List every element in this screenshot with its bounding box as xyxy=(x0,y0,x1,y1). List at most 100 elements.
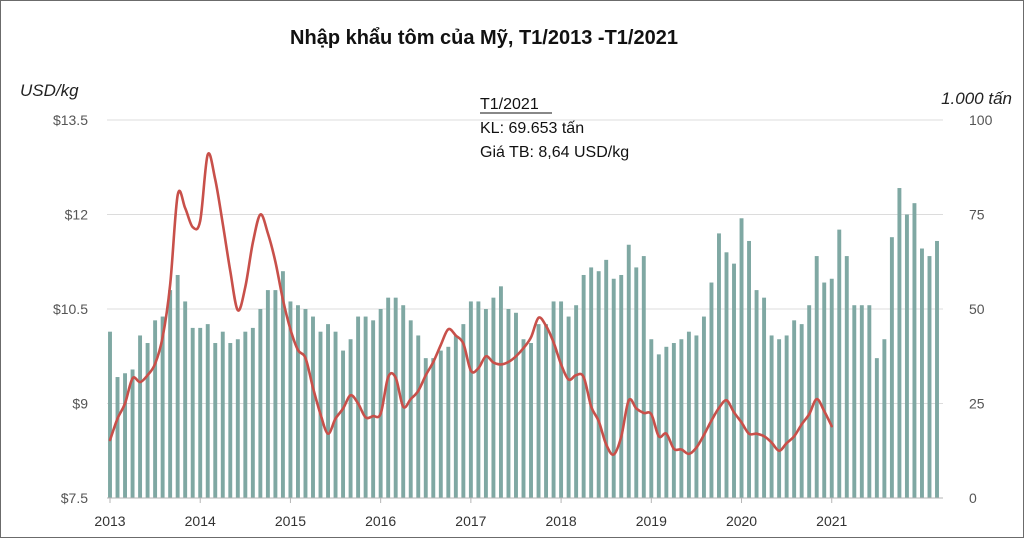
x-tick-label: 2021 xyxy=(816,513,847,529)
volume-bar xyxy=(882,339,887,498)
volume-bar xyxy=(183,301,188,498)
x-axis-ticks: 2013 2014 2015 2016 2017 2018 2019 2020 2021 xyxy=(94,498,848,529)
volume-bar xyxy=(777,339,782,498)
volume-bar xyxy=(641,256,646,498)
volume-bar xyxy=(213,343,218,498)
x-tick-label: 2017 xyxy=(455,513,486,529)
volume-bar xyxy=(393,297,398,498)
volume-bar xyxy=(844,256,849,498)
volume-bars xyxy=(108,188,939,499)
volume-bar xyxy=(326,324,330,498)
volume-bar xyxy=(619,274,624,498)
volume-bar xyxy=(747,240,752,498)
x-tick-label: 2016 xyxy=(365,513,396,529)
volume-bar xyxy=(160,316,165,498)
volume-bar xyxy=(829,278,834,498)
volume-bar xyxy=(814,256,819,498)
volume-bar xyxy=(401,305,406,498)
volume-bar xyxy=(859,305,864,498)
volume-bar xyxy=(874,358,879,498)
volume-bar xyxy=(190,327,195,498)
volume-bar xyxy=(416,335,421,498)
volume-bar xyxy=(243,331,248,498)
volume-bar xyxy=(220,331,225,498)
volume-bar xyxy=(408,320,413,498)
volume-bar xyxy=(837,229,842,498)
volume-bar xyxy=(371,320,376,498)
volume-bar xyxy=(273,290,278,498)
volume-bar xyxy=(506,309,511,498)
volume-bar xyxy=(927,256,932,498)
annotation-price: Giá TB: 8,64 USD/kg xyxy=(480,144,629,161)
volume-bar xyxy=(446,346,451,498)
volume-bar xyxy=(852,305,857,498)
volume-bar xyxy=(551,301,556,498)
volume-bar xyxy=(912,203,917,498)
x-tick-label: 2015 xyxy=(275,513,306,529)
volume-bar xyxy=(498,286,503,498)
volume-bar xyxy=(295,305,300,498)
volume-bar xyxy=(574,305,579,498)
volume-bar xyxy=(935,240,939,498)
volume-bar xyxy=(656,354,661,498)
volume-bar xyxy=(341,350,346,498)
volume-bar xyxy=(453,335,458,498)
right-axis-unit: 1.000 tấn xyxy=(941,89,1012,108)
volume-bar xyxy=(265,290,270,498)
volume-bar xyxy=(108,331,112,498)
volume-bar xyxy=(904,214,909,498)
volume-bar xyxy=(356,316,361,498)
volume-bar xyxy=(521,339,526,498)
volume-bar xyxy=(280,271,285,498)
annotation-volume: KL: 69.653 tấn xyxy=(480,120,584,137)
left-tick-label: $12 xyxy=(65,207,89,223)
volume-bar xyxy=(423,358,428,498)
volume-bar xyxy=(694,335,699,498)
volume-bar xyxy=(258,309,263,498)
volume-bar xyxy=(822,282,827,498)
volume-bar xyxy=(250,327,255,498)
right-tick-label: 50 xyxy=(969,301,985,317)
x-tick-label: 2018 xyxy=(546,513,577,529)
volume-bar xyxy=(626,244,631,498)
volume-bar xyxy=(709,282,714,498)
volume-bar xyxy=(386,297,391,498)
volume-bar xyxy=(491,297,496,498)
volume-bar xyxy=(739,218,744,498)
volume-bar xyxy=(138,335,143,498)
volume-bar xyxy=(476,301,481,498)
volume-bar xyxy=(732,263,736,498)
volume-bar xyxy=(762,297,767,498)
volume-bar xyxy=(153,320,158,498)
left-tick-label: $10.5 xyxy=(53,301,88,317)
volume-bar xyxy=(468,301,473,498)
volume-bar xyxy=(115,377,120,498)
volume-bar xyxy=(867,305,872,498)
volume-bar xyxy=(544,324,549,498)
volume-bar xyxy=(724,252,729,498)
volume-bar xyxy=(235,339,240,498)
volume-bar xyxy=(175,274,180,498)
volume-bar xyxy=(333,331,338,498)
volume-bar xyxy=(717,233,721,498)
volume-bar xyxy=(363,316,368,498)
volume-bar xyxy=(799,324,804,498)
price-line xyxy=(108,152,833,456)
volume-bar xyxy=(664,346,669,498)
annotation-title: T1/2021 xyxy=(480,96,539,113)
volume-bar xyxy=(311,316,315,498)
right-tick-label: 100 xyxy=(969,112,993,128)
left-axis-ticks: $7.5 $9 $10.5 $12 $13.5 xyxy=(53,112,88,506)
volume-bar xyxy=(168,290,173,498)
volume-bar xyxy=(461,324,466,498)
right-tick-label: 25 xyxy=(969,396,985,412)
volume-bar xyxy=(686,331,691,498)
volume-bar xyxy=(130,369,135,498)
volume-bar xyxy=(649,339,654,498)
volume-bar xyxy=(920,248,924,498)
right-tick-label: 75 xyxy=(969,207,985,223)
right-axis-ticks: 0 25 50 75 100 xyxy=(969,112,993,506)
volume-bar xyxy=(671,343,676,498)
left-axis-unit: USD/kg xyxy=(20,81,79,100)
